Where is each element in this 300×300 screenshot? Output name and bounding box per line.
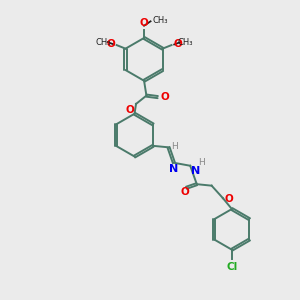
Text: CH₃: CH₃ [177,38,193,46]
Text: N: N [169,164,178,174]
Text: O: O [125,105,134,115]
Text: O: O [173,40,182,50]
Text: CH₃: CH₃ [95,38,111,46]
Text: H: H [171,142,178,151]
Text: O: O [225,194,233,204]
Text: O: O [106,40,115,50]
Text: N: N [191,166,200,176]
Text: H: H [199,158,205,167]
Text: CH₃: CH₃ [152,16,168,25]
Text: O: O [140,18,148,28]
Text: O: O [160,92,169,102]
Text: Cl: Cl [226,262,238,272]
Text: O: O [181,187,189,197]
